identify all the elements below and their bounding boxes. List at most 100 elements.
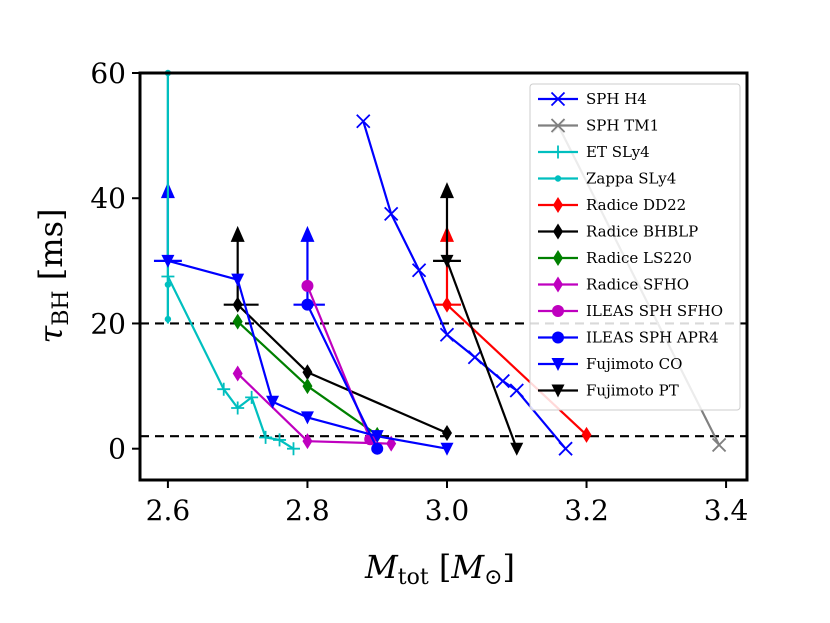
data-point <box>371 442 384 455</box>
plot-frame <box>138 71 749 482</box>
data-point <box>301 279 314 292</box>
series-layer <box>161 69 727 456</box>
x-tick-label: 2.6 <box>146 494 191 527</box>
data-point <box>370 430 384 444</box>
series-sph-h4 <box>356 114 573 456</box>
legend-marker <box>551 384 565 398</box>
legend-label: SPH H4 <box>586 90 647 108</box>
legend-marker <box>552 331 564 344</box>
legend-entry: Zappa SLy4 <box>538 170 676 188</box>
legend-entry: ILEAS SPH APR4 <box>538 329 719 347</box>
data-point <box>302 433 313 450</box>
legend-entry: Fujimoto CO <box>538 355 682 373</box>
series-radice-bhblp <box>232 296 452 442</box>
legend-label: ET SLy4 <box>586 143 650 161</box>
data-point <box>301 298 314 311</box>
data-point <box>495 373 510 389</box>
data-point <box>300 411 314 425</box>
x-tick-label: 2.8 <box>285 494 330 527</box>
legend-label: Radice SFHO <box>586 276 689 294</box>
data-point <box>164 281 172 288</box>
data-point <box>231 401 245 415</box>
legend-marker <box>552 305 564 317</box>
series-fujimoto-co <box>161 254 454 456</box>
legend-entry: Radice DD22 <box>538 196 686 214</box>
data-point <box>266 395 280 409</box>
series-zappa-sly4 <box>164 69 172 323</box>
data-point <box>581 426 592 443</box>
legend-entry: Radice BHBLP <box>538 223 698 241</box>
legend-entry: SPH H4 <box>538 90 647 108</box>
legend-entry: Fujimoto PT <box>538 382 679 400</box>
data-point <box>509 383 524 398</box>
x-tick-label: 3.0 <box>425 494 470 527</box>
series-ileas-sph-apr4 <box>301 298 384 455</box>
series-line <box>445 260 518 450</box>
data-point <box>411 263 427 278</box>
data-point <box>510 442 524 456</box>
legend-marker <box>554 175 562 182</box>
legend-marker <box>551 358 565 371</box>
data-point <box>440 442 454 456</box>
y-axis-label: τBH [ms] <box>32 209 74 344</box>
data-point <box>384 206 399 222</box>
series-line <box>166 276 295 450</box>
legend-label: SPH TM1 <box>586 117 659 135</box>
legend-label: ILEAS SPH SFHO <box>586 302 723 320</box>
legend-entry: Radice SFHO <box>538 276 689 294</box>
y-tick-label: 0 <box>108 433 126 466</box>
legend-entry: SPH TM1 <box>538 117 659 135</box>
data-point <box>441 425 452 442</box>
data-point <box>231 273 245 287</box>
data-point <box>232 365 243 382</box>
data-point <box>259 430 273 444</box>
series-fujimoto-pt <box>440 254 524 456</box>
legend-label: Radice DD22 <box>586 196 686 214</box>
legend-label: ILEAS SPH APR4 <box>586 329 719 347</box>
data-point <box>467 350 483 365</box>
data-point <box>440 254 454 268</box>
legend-entry: Radice LS220 <box>538 249 692 267</box>
y-tick-label: 60 <box>90 57 126 90</box>
data-point <box>558 441 573 456</box>
legend-label: Fujimoto CO <box>586 355 682 373</box>
legend-box <box>529 83 741 411</box>
data-point <box>245 390 259 404</box>
data-point <box>439 327 455 342</box>
legend-label: Fujimoto PT <box>586 382 679 400</box>
legend-marker <box>553 250 563 266</box>
data-point <box>711 437 727 453</box>
legend-marker <box>553 197 563 213</box>
y-tick-label: 20 <box>90 307 126 340</box>
series-line <box>167 259 448 450</box>
x-tick-label: 3.4 <box>704 494 749 527</box>
x-axis-label: Mtot [M⊙] <box>364 548 515 590</box>
data-point <box>164 315 172 323</box>
legend-label: Zappa SLy4 <box>586 170 676 188</box>
legend-marker <box>551 145 565 159</box>
legend-marker <box>550 91 566 107</box>
data-point <box>232 313 243 330</box>
data-point <box>232 296 243 313</box>
data-point <box>161 254 175 268</box>
x-tick-label: 3.2 <box>564 494 609 527</box>
data-point <box>286 442 300 456</box>
legend-marker <box>553 276 563 293</box>
legend-label: Radice BHBLP <box>586 223 698 241</box>
data-point <box>441 296 452 313</box>
data-point <box>356 114 371 129</box>
y-tick-label: 40 <box>90 182 126 215</box>
legend-marker <box>553 223 563 240</box>
legend-label: Radice LS220 <box>586 249 692 267</box>
upper-limit-arrow <box>439 182 454 199</box>
legend-entry: ILEAS SPH SFHO <box>538 302 723 320</box>
x-axis-ticks: 2.6 2.8 3.0 3.2 3.4 <box>146 480 749 527</box>
data-point <box>217 382 231 396</box>
legend: SPH H4 SPH TM1 ET SLy4 Zappa SLy4 Radice DD2… <box>529 83 741 411</box>
legend-marker <box>550 118 566 133</box>
upper-limit-arrow <box>300 225 315 242</box>
series-et-sly4 <box>161 270 300 456</box>
data-point <box>302 364 313 381</box>
legend-entry: ET SLy4 <box>538 143 650 161</box>
